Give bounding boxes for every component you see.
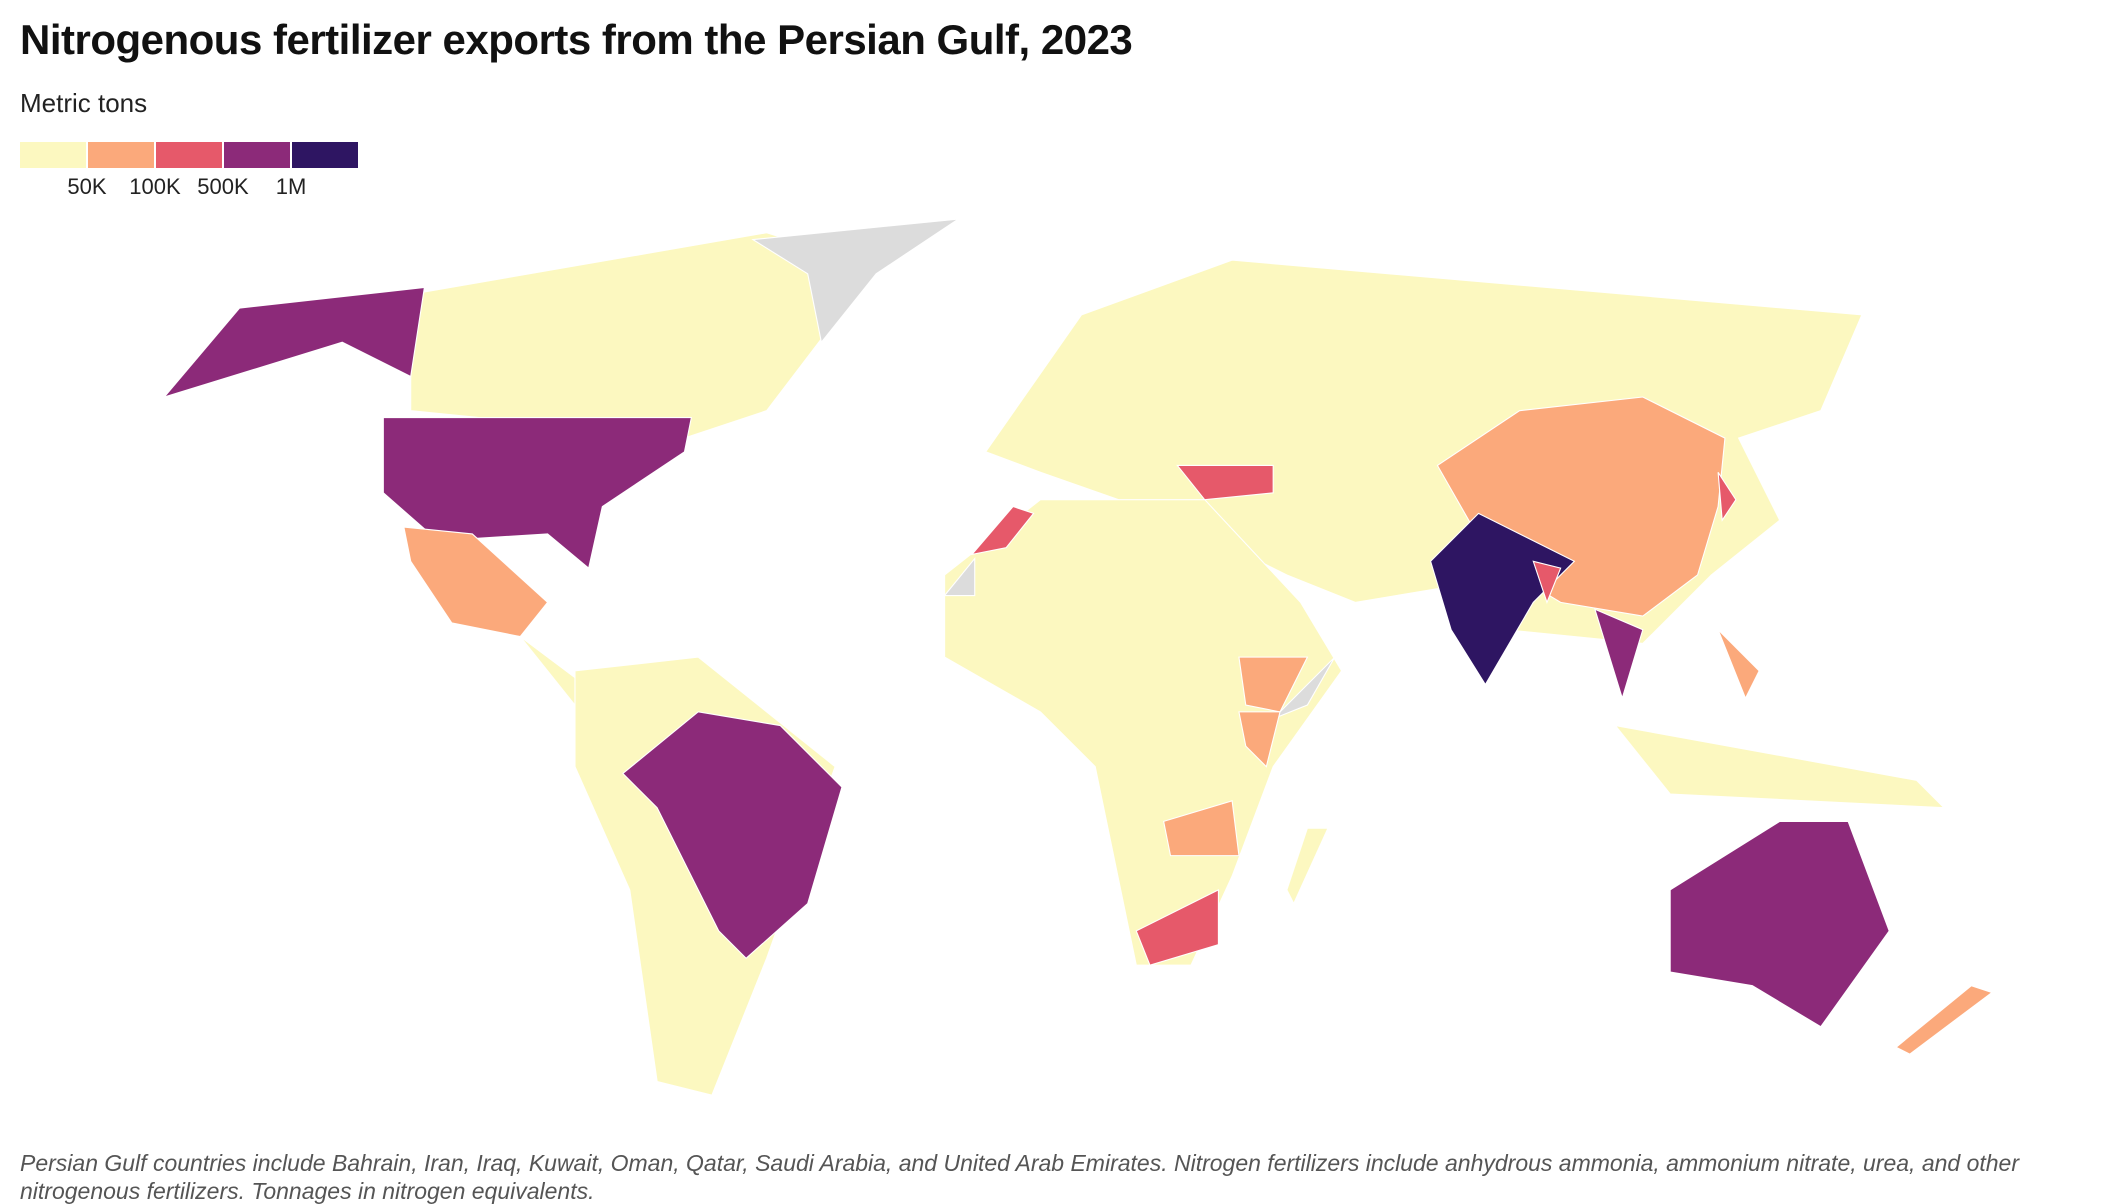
country <box>1614 724 1946 809</box>
country <box>1272 656 1336 720</box>
country <box>1238 711 1281 768</box>
world-map <box>162 218 1994 1096</box>
legend-swatch <box>20 142 86 168</box>
legend-swatch <box>156 142 222 168</box>
note: Persian Gulf countries include Bahrain, … <box>20 1150 2020 1176</box>
legend: 50K 100K 500K 1M <box>20 142 358 199</box>
map-area: 50K 100K 500K 1M <box>20 142 1994 1096</box>
country <box>1286 827 1329 905</box>
legend-swatch <box>88 142 154 168</box>
country <box>622 711 843 960</box>
country <box>1163 800 1240 857</box>
country <box>751 218 959 344</box>
country <box>1669 820 1890 1028</box>
legend-label: 500K <box>197 174 249 199</box>
country <box>1717 472 1737 522</box>
country <box>162 286 426 399</box>
title: Nitrogenous fertilizer exports from the … <box>20 16 1133 63</box>
legend-label: 1M <box>276 174 307 199</box>
country <box>1135 888 1219 966</box>
country <box>970 505 1035 556</box>
country <box>943 557 976 597</box>
country <box>1532 560 1562 604</box>
subtitle: Metric tons <box>20 88 148 118</box>
country <box>1594 608 1644 701</box>
legend-swatch <box>224 142 290 168</box>
country <box>410 232 878 439</box>
note: nitrogenous fertilizers. Tonnages in nit… <box>20 1178 595 1204</box>
country <box>1429 512 1576 686</box>
country <box>403 526 549 638</box>
legend-swatch <box>292 142 358 168</box>
country <box>1176 464 1274 501</box>
legend-label: 100K <box>129 174 181 199</box>
country <box>1895 985 1994 1055</box>
legend-label: 50K <box>67 174 106 199</box>
country <box>1717 629 1760 700</box>
country <box>382 416 693 570</box>
